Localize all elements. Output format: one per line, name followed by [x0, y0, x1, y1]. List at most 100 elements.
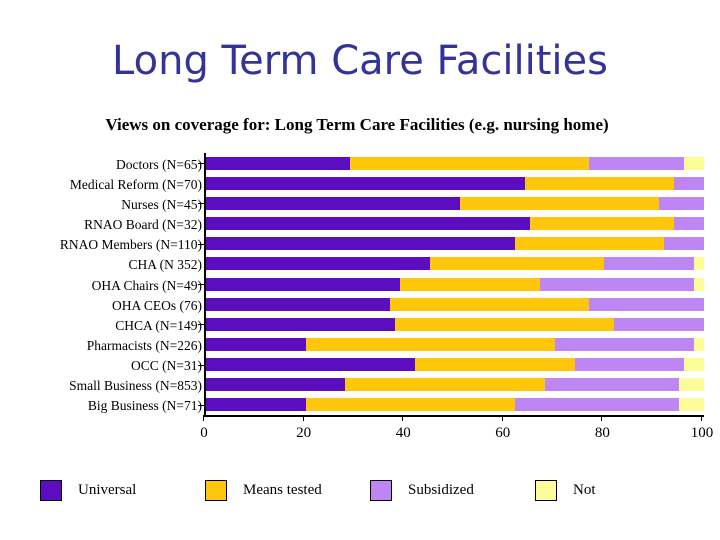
y-axis-tick [198, 364, 204, 366]
x-axis-tick-label: 0 [200, 425, 208, 441]
bar-segment-means-tested [305, 398, 515, 412]
y-axis-category-labels: Doctors (N=65) Medical Reform (N=70) Nurse… [0, 153, 204, 415]
bar-segment-subsidized [664, 237, 704, 251]
legend-swatch [205, 479, 227, 501]
legend-swatch [40, 479, 62, 501]
x-axis-tick-label: 40 [395, 425, 411, 441]
bar-row [206, 378, 704, 392]
bar-row [206, 156, 704, 170]
legend-label: Universal [78, 481, 137, 498]
x-axis-tick [203, 415, 204, 421]
bar-segment-universal [206, 378, 346, 392]
y-axis-label: RNAO Members (N=110) [59, 237, 202, 253]
bar-row [206, 297, 704, 311]
bar-segment-universal [206, 297, 391, 311]
bar-row [206, 217, 704, 231]
y-axis-label: OCC (N=31) [131, 358, 202, 374]
x-axis-tick-label: 100 [690, 425, 714, 441]
legend-item: Universal [40, 479, 205, 501]
bar-row [206, 337, 704, 351]
bar-row [206, 317, 704, 331]
bar-segment-subsidized [614, 317, 704, 331]
bar-segment-means-tested [415, 358, 575, 372]
y-axis-label: OHA CEOs (76) [112, 297, 202, 313]
bar-segment-subsidized [574, 358, 685, 372]
bar-segment-subsidized [539, 277, 695, 291]
bar-segment-not [684, 156, 704, 170]
x-axis: 0 20 40 60 80 100 [200, 415, 713, 451]
bar-row [206, 398, 704, 412]
bar-segment-subsidized [589, 156, 685, 170]
legend-label: Not [573, 481, 596, 498]
bar-segment-means-tested [524, 176, 675, 190]
x-axis-tick [302, 415, 304, 421]
x-axis-tick [701, 415, 702, 421]
bar-segment-universal [206, 358, 416, 372]
bar-segment-subsidized [554, 337, 695, 351]
bar-row [206, 196, 704, 210]
bar-segment-not [694, 277, 704, 291]
bar-row [206, 358, 704, 372]
bar-segment-not [694, 257, 704, 271]
y-axis-label: Big Business (N=71) [87, 398, 202, 414]
bar-segment-means-tested [305, 337, 555, 351]
bar-segment-universal [206, 217, 530, 231]
y-axis-tick [198, 163, 204, 165]
y-axis-label: Nurses (N=45) [121, 196, 202, 212]
y-axis-tick [198, 324, 204, 326]
y-axis-label: CHA (N 352) [128, 257, 203, 273]
y-axis-label: Small Business (N=853) [69, 378, 202, 394]
bar-segment-universal [206, 398, 306, 412]
bar-segment-means-tested [430, 257, 605, 271]
legend-item: Subsidized [370, 479, 535, 501]
bar-row [206, 176, 704, 190]
x-axis-tick-label: 20 [296, 425, 312, 441]
legend-label: Means tested [243, 481, 322, 498]
y-axis-label: Pharmacists (N=226) [86, 337, 202, 353]
y-axis-label: Doctors (N=65) [116, 156, 202, 172]
bar-segment-means-tested [514, 237, 665, 251]
x-axis-tick [501, 415, 503, 421]
x-axis-tick [402, 415, 404, 421]
chart-title: Views on coverage for: Long Term Care Fa… [105, 115, 609, 134]
legend-swatch [370, 479, 392, 501]
bar-segment-means-tested [390, 297, 590, 311]
bar-segment-means-tested [345, 378, 545, 392]
x-axis-tick [601, 415, 603, 421]
bar-segment-not [679, 378, 704, 392]
bar-segment-universal [206, 337, 306, 351]
legend-item: Means tested [205, 479, 370, 501]
bar-segment-universal [206, 196, 460, 210]
legend-label: Subsidized [408, 481, 474, 498]
bar-segment-not [694, 337, 704, 351]
chart: Views on coverage for: Long Term Care Fa… [0, 115, 720, 465]
y-axis-label: RNAO Board (N=32) [84, 217, 202, 233]
bar-segment-universal [206, 277, 401, 291]
slide-title: Long Term Care Facilities [112, 38, 608, 84]
y-axis-tick [198, 284, 204, 285]
bar-segment-subsidized [674, 217, 704, 231]
bar-segment-not [684, 358, 704, 372]
bar-segment-means-tested [459, 196, 660, 210]
bar-segment-not [679, 398, 704, 412]
bar-segment-means-tested [529, 217, 675, 231]
bar-segment-universal [206, 257, 431, 271]
legend: Universal Means tested Subsidized Not [40, 475, 700, 505]
bar-row [206, 277, 704, 291]
bar-segment-means-tested [350, 156, 590, 170]
bar-segment-subsidized [659, 196, 704, 210]
bar-segment-universal [206, 176, 525, 190]
x-axis-tick-label: 80 [594, 425, 610, 441]
y-axis-label: Medical Reform (N=70) [69, 176, 202, 192]
bar-segment-subsidized [674, 176, 704, 190]
y-axis-label: CHCA (N=149) [115, 317, 202, 333]
bar-segment-subsidized [604, 257, 695, 271]
bar-segment-universal [206, 156, 351, 170]
y-axis-tick [198, 203, 204, 205]
bar-segment-subsidized [544, 378, 680, 392]
bar-row [206, 257, 704, 271]
y-axis-label: OHA Chairs (N=49) [91, 277, 202, 293]
bar-segment-subsidized [514, 398, 680, 412]
bar-segment-means-tested [395, 317, 615, 331]
bar-segment-subsidized [589, 297, 704, 311]
